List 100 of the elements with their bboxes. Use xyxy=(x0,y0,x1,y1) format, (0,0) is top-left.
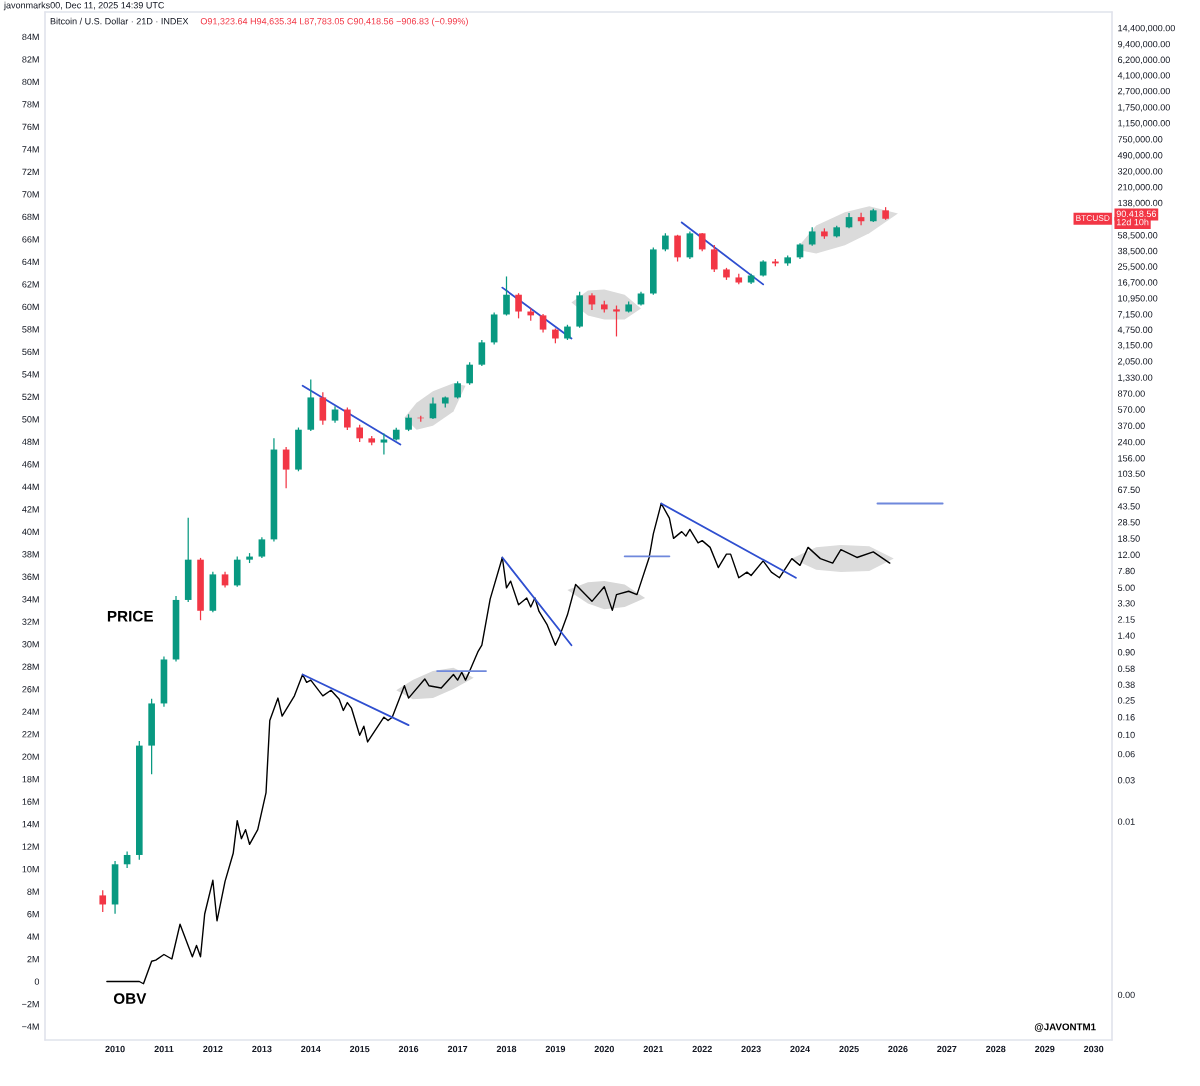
y-tick-label: 78M xyxy=(22,101,39,108)
y-tick-label: 14M xyxy=(22,821,39,828)
x-tick-label: 2021 xyxy=(643,1045,664,1053)
y2-tick-label: 0.03 xyxy=(1117,777,1135,784)
y2-tick-label: 2.15 xyxy=(1118,616,1135,623)
annotation: O91,323.64 H94,635.34 L87,783.05 C90,418.56 −906.83 (−0.99%) xyxy=(200,17,468,27)
y2-tick-label: 0.01 xyxy=(1117,818,1135,825)
y2-tick-label: 3,150.00 xyxy=(1117,342,1153,350)
x-tick-label: 2013 xyxy=(252,1045,272,1053)
y2-tick-label: 0.10 xyxy=(1117,731,1135,739)
candlestick xyxy=(282,446,290,489)
candlestick xyxy=(258,536,266,559)
y2-tick-label: 103.50 xyxy=(1118,470,1145,477)
x-tick-label: 2015 xyxy=(349,1045,370,1053)
annotation: OBV xyxy=(113,993,147,1005)
candlestick xyxy=(344,406,351,431)
y2-tick-label: 1,330.00 xyxy=(1118,374,1153,382)
y2-tick-label: 4,750.00 xyxy=(1117,326,1153,335)
x-tick-label: 2014 xyxy=(301,1045,321,1053)
annotation: PRICE xyxy=(107,610,153,622)
x-tick-label: 2025 xyxy=(839,1045,859,1053)
x-tick-label: 2022 xyxy=(692,1045,712,1053)
y2-tick-label: 0.16 xyxy=(1117,714,1135,721)
candlestick xyxy=(539,313,547,334)
x-tick-label: 2018 xyxy=(496,1045,517,1053)
y-tick-label: 52M xyxy=(22,393,39,401)
y-tick-label: 76M xyxy=(22,123,39,131)
y2-tick-label: 58,500.00 xyxy=(1117,232,1158,240)
text: 12d 10h xyxy=(1116,218,1149,226)
y-tick-label: 22M xyxy=(22,731,39,738)
y-tick-label: 56M xyxy=(22,348,39,356)
candlestick xyxy=(674,234,681,263)
x-tick-label: 2029 xyxy=(1035,1045,1055,1053)
y-tick-label: 20M xyxy=(22,753,39,760)
y2-tick-label: 7.80 xyxy=(1118,567,1135,575)
y-tick-label: 54M xyxy=(22,371,39,378)
y2-tick-label: 7,150.00 xyxy=(1118,311,1153,319)
y2-tick-label: 9,400,000.00 xyxy=(1117,40,1170,49)
y2-tick-label: 870.00 xyxy=(1117,390,1145,397)
y-tick-label: 48M xyxy=(22,438,39,446)
y-tick-label: 30M xyxy=(22,641,39,648)
x-tick-label: 2027 xyxy=(937,1045,957,1053)
candlestick xyxy=(319,391,327,426)
y2-tick-label: 16,700.00 xyxy=(1118,279,1158,287)
x-tick-label: 2020 xyxy=(594,1045,614,1053)
y2-tick-label: 2,700,000.00 xyxy=(1118,87,1170,96)
y2-tick-label: 0.06 xyxy=(1117,750,1135,758)
x-tick-label: 2011 xyxy=(154,1045,174,1053)
y2-tick-label: 4,100,000.00 xyxy=(1117,72,1170,80)
y2-tick-label: 3.30 xyxy=(1117,600,1135,607)
y-tick-label: 24M xyxy=(22,708,39,715)
y-tick-label: 66M xyxy=(22,236,39,243)
y-tick-label: 80M xyxy=(22,78,39,86)
y-tick-label: 4M xyxy=(27,933,39,940)
y2-tick-label: 67.50 xyxy=(1118,486,1140,494)
y2-tick-label: 25,500.00 xyxy=(1118,263,1158,271)
y-tick-label: 8M xyxy=(27,888,39,895)
y2-tick-label: 138,000.00 xyxy=(1118,199,1163,208)
text: javonmarks00, Dec 11, 2025 14:39 UTC xyxy=(3,1,165,11)
y-tick-label: 26M xyxy=(22,686,39,693)
y2-tick-label: 156.00 xyxy=(1118,455,1145,462)
y2-tick-label: 1.40 xyxy=(1118,632,1135,639)
y2-tick-label: 570.00 xyxy=(1117,406,1145,413)
x-tick-label: 2028 xyxy=(985,1045,1006,1053)
y-tick-label: 74M xyxy=(22,146,39,153)
y-tick-label: 42M xyxy=(22,506,39,513)
y2-tick-label: 0.25 xyxy=(1117,697,1135,704)
y-tick-label: −2M xyxy=(22,1000,39,1008)
x-tick-label: 2024 xyxy=(790,1045,810,1053)
candlestick xyxy=(466,361,473,386)
y-tick-label: 44M xyxy=(22,483,39,490)
y2-tick-label: 1,150,000.00 xyxy=(1118,120,1170,128)
candlestick xyxy=(710,244,718,273)
y2-tick-label: 750,000.00 xyxy=(1118,136,1163,144)
x-tick-label: 2012 xyxy=(203,1045,223,1053)
y2-tick-label: 12.00 xyxy=(1118,551,1140,558)
y2-tick-label: 0.58 xyxy=(1117,665,1135,672)
y2-tick-label: 18.50 xyxy=(1118,535,1140,542)
y-tick-label: 64M xyxy=(22,258,39,266)
y-tick-label: 2M xyxy=(27,955,39,963)
candlestick xyxy=(380,432,388,456)
y2-tick-label: 1,750,000.00 xyxy=(1118,104,1170,112)
y-tick-label: 18M xyxy=(22,776,39,783)
y2-tick-label: 14,400,000.00 xyxy=(1118,24,1175,33)
y-tick-label: 70M xyxy=(22,191,39,198)
x-tick-label: 2016 xyxy=(398,1045,419,1053)
y-tick-label: 12M xyxy=(22,843,39,850)
x-tick-label: 2026 xyxy=(888,1045,908,1053)
y-tick-label: 28M xyxy=(22,663,39,670)
y-tick-label: 82M xyxy=(22,56,39,63)
y2-tick-label: 43.50 xyxy=(1117,503,1140,510)
y-tick-label: −4M xyxy=(22,1023,39,1030)
y2-tick-label: 370.00 xyxy=(1117,422,1145,429)
y2-tick-label: 210,000.00 xyxy=(1118,184,1163,192)
x-tick-label: 2019 xyxy=(545,1045,566,1053)
candlestick xyxy=(515,292,522,320)
y2-tick-label: 6,200,000.00 xyxy=(1118,56,1170,65)
candlestick xyxy=(503,275,510,317)
y2-tick-label: 10,950.00 xyxy=(1118,295,1158,303)
candlestick xyxy=(808,226,816,247)
